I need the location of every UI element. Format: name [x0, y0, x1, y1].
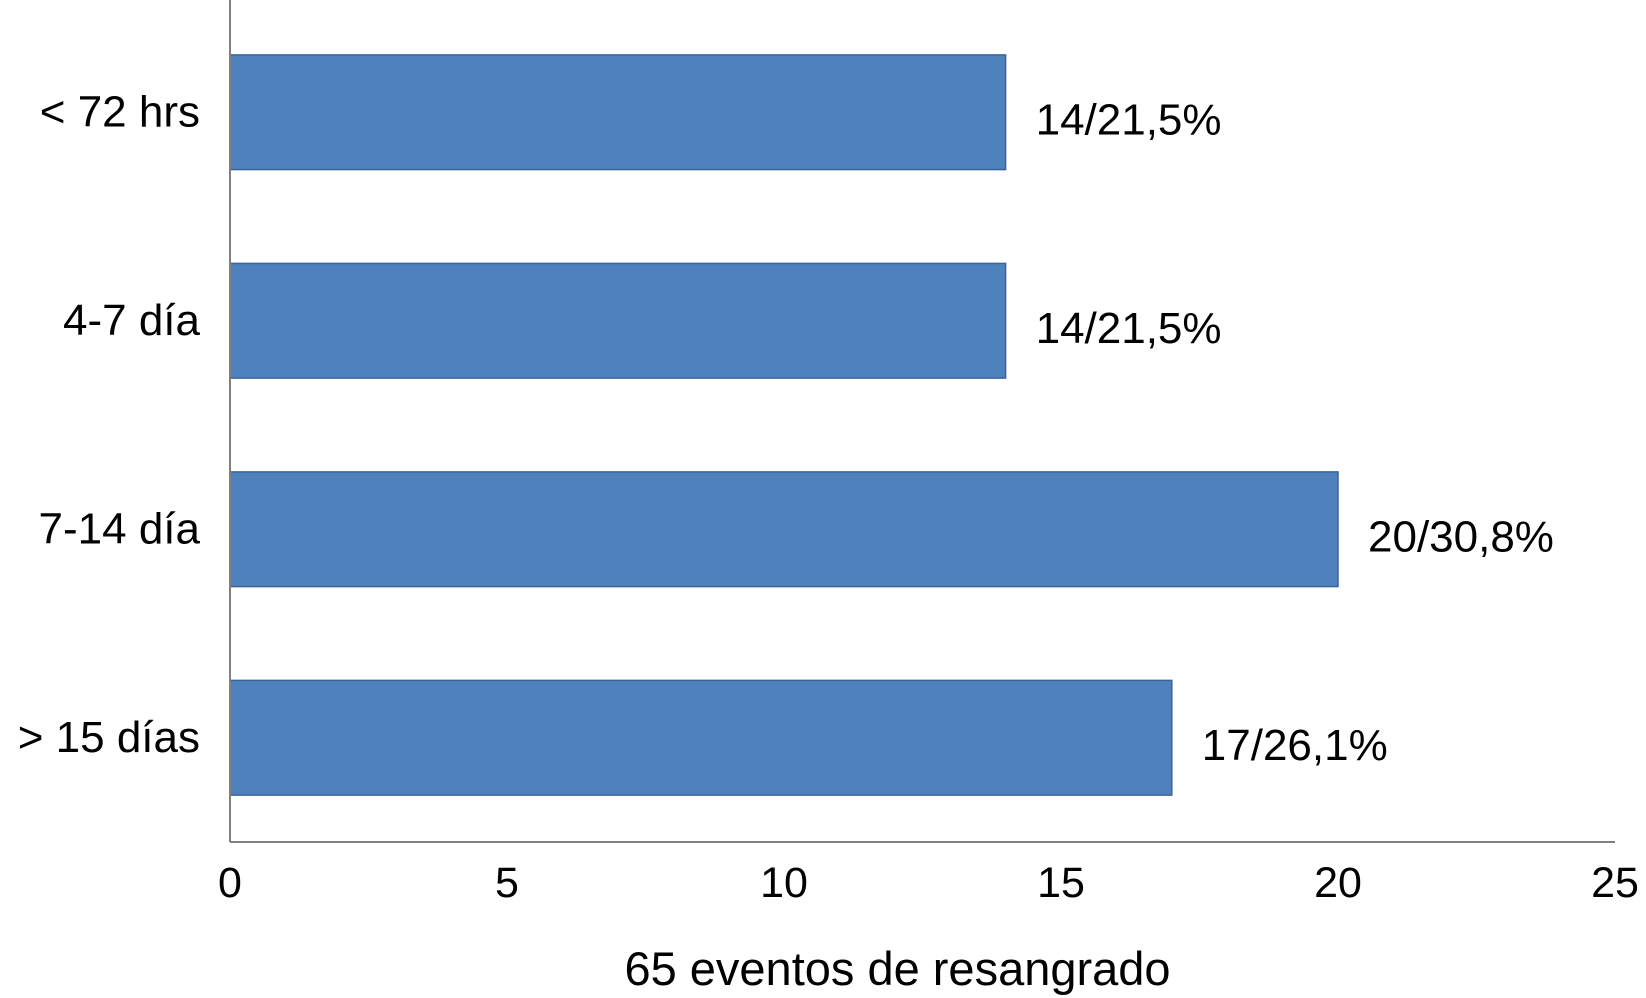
x-tick-label-5: 25	[1591, 859, 1639, 907]
data-label-2: 20/30,8%	[1368, 512, 1554, 561]
x-tick-label-4: 20	[1314, 859, 1362, 907]
data-label-3: 17/26,1%	[1202, 721, 1388, 770]
x-tick-label-3: 15	[1037, 859, 1085, 907]
category-label-3: > 15 días	[18, 713, 200, 762]
bars-layer	[229, 54, 1339, 796]
x-tick-label-2: 10	[760, 859, 808, 907]
category-label-1: 4-7 día	[63, 296, 201, 345]
data-label-1: 14/21,5%	[1036, 304, 1222, 353]
axes-layer	[229, 0, 1615, 843]
x-tick-label-0: 0	[218, 859, 242, 907]
data-label-0: 14/21,5%	[1036, 95, 1222, 144]
category-label-2: 7-14 día	[39, 504, 201, 553]
bar-2	[229, 471, 1339, 588]
x-axis-title: 65 eventos de resangrado	[624, 942, 1170, 995]
bar-0	[229, 54, 1007, 171]
x-tick-label-1: 5	[495, 859, 519, 907]
bar-1	[229, 262, 1007, 379]
bar-3	[229, 679, 1173, 796]
labels-layer: < 72 hrs 14/21,5% 4-7 día 14/21,5% 7-14 día 2…	[18, 87, 1639, 907]
category-label-0: < 72 hrs	[40, 87, 200, 136]
